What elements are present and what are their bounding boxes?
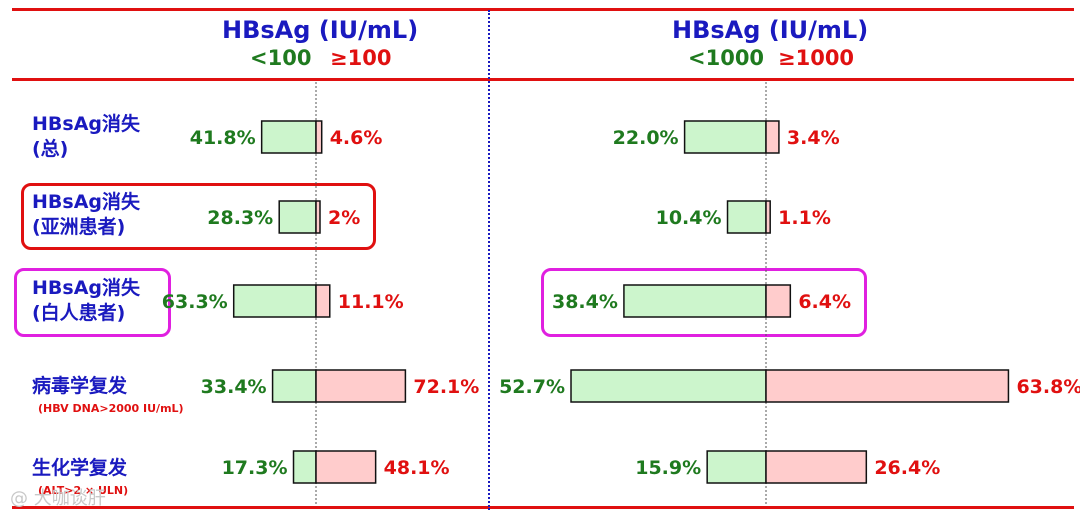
label-low-p2-white: 38.4% <box>552 291 618 313</box>
bar-low-p2-biochemical <box>706 450 767 484</box>
bar-low-p1-asian <box>278 200 317 234</box>
label-high-p1-virologic: 72.1% <box>413 376 479 398</box>
bar-high-p1-white <box>315 284 331 318</box>
label-high-p2-virologic: 63.8% <box>1016 376 1080 398</box>
bar-low-p1-white <box>232 284 317 318</box>
bar-high-p1-biochemical <box>315 450 377 484</box>
right-low-header: <1000 <box>688 46 765 70</box>
bar-low-p2-white <box>623 284 767 318</box>
row-label-line1: HBsAg消失 <box>32 191 140 213</box>
bottom-rule <box>12 506 1074 509</box>
bar-low-p1-virologic <box>271 369 317 403</box>
panel-divider <box>488 10 490 510</box>
label-low-p1-asian: 28.3% <box>207 207 273 229</box>
row-label-line1: HBsAg消失 <box>32 277 140 299</box>
label-high-p1-white: 11.1% <box>338 291 404 313</box>
bar-low-p2-virologic <box>570 369 767 403</box>
bar-low-p2-asian <box>726 200 767 234</box>
left-high-header: ≥100 <box>330 46 392 70</box>
label-high-p2-asian: 1.1% <box>778 207 831 229</box>
label-low-p2-virologic: 52.7% <box>499 376 565 398</box>
right-high-header: ≥1000 <box>778 46 855 70</box>
bar-high-p1-asian <box>315 200 321 234</box>
row-label-line1: HBsAg消失 <box>32 113 140 135</box>
label-low-p1-total: 41.8% <box>190 127 256 149</box>
left-low-header: <100 <box>250 46 312 70</box>
bar-high-p2-biochemical <box>765 450 868 484</box>
row-label-white: HBsAg消失 (白人患者) <box>32 276 140 326</box>
bar-low-p1-biochemical <box>292 450 317 484</box>
row-label-virologic-relapse: 病毒学复发 <box>32 375 128 397</box>
bar-high-p2-white <box>765 284 792 318</box>
header-rule <box>12 78 1074 81</box>
label-low-p1-biochemical: 17.3% <box>222 457 288 479</box>
row-label-asian: HBsAg消失 (亚洲患者) <box>32 190 140 240</box>
bar-high-p2-virologic <box>765 369 1010 403</box>
bar-high-p2-asian <box>765 200 771 234</box>
bar-high-p1-total <box>315 120 323 154</box>
row-sublabel-virologic-relapse: (HBV DNA>2000 IU/mL) <box>38 402 184 415</box>
label-high-p2-total: 3.4% <box>787 127 840 149</box>
row-label-line2: (总) <box>32 138 69 160</box>
left-panel-title: HBsAg (IU/mL) <box>222 16 419 44</box>
row-label-line2: (白人患者) <box>32 302 126 324</box>
row-label-line2: (亚洲患者) <box>32 216 126 238</box>
label-low-p2-total: 22.0% <box>613 127 679 149</box>
label-low-p2-asian: 10.4% <box>656 207 722 229</box>
label-low-p1-white: 63.3% <box>162 291 228 313</box>
watermark: @ 大咖谈肝 <box>10 488 106 509</box>
row-label-total: HBsAg消失 (总) <box>32 112 140 162</box>
row-sublabel-biochemical-relapse: (ALT>2 × ULN) <box>38 484 129 497</box>
top-rule <box>12 8 1074 11</box>
bar-high-p2-total <box>765 120 780 154</box>
label-high-p1-total: 4.6% <box>330 127 383 149</box>
label-high-p1-biochemical: 48.1% <box>384 457 450 479</box>
bar-high-p1-virologic <box>315 369 407 403</box>
row-label-biochemical-relapse: 生化学复发 <box>32 457 128 479</box>
label-high-p1-asian: 2% <box>328 207 360 229</box>
highlight-frame-white-label <box>14 268 171 337</box>
bar-low-p1-total <box>260 120 317 154</box>
highlight-frame-white-right <box>541 268 867 337</box>
highlight-frame-asian <box>21 183 376 250</box>
label-high-p2-biochemical: 26.4% <box>874 457 940 479</box>
label-low-p2-biochemical: 15.9% <box>635 457 701 479</box>
label-high-p2-white: 6.4% <box>798 291 851 313</box>
chart-marks: 41.8% 4.6% 28.3% 2% 63.3% 11.1% 33.4% 72.1% 17.3… <box>162 120 1080 484</box>
label-low-p1-virologic: 33.4% <box>201 376 267 398</box>
bar-low-p2-total <box>683 120 767 154</box>
right-panel-title: HBsAg (IU/mL) <box>672 16 869 44</box>
